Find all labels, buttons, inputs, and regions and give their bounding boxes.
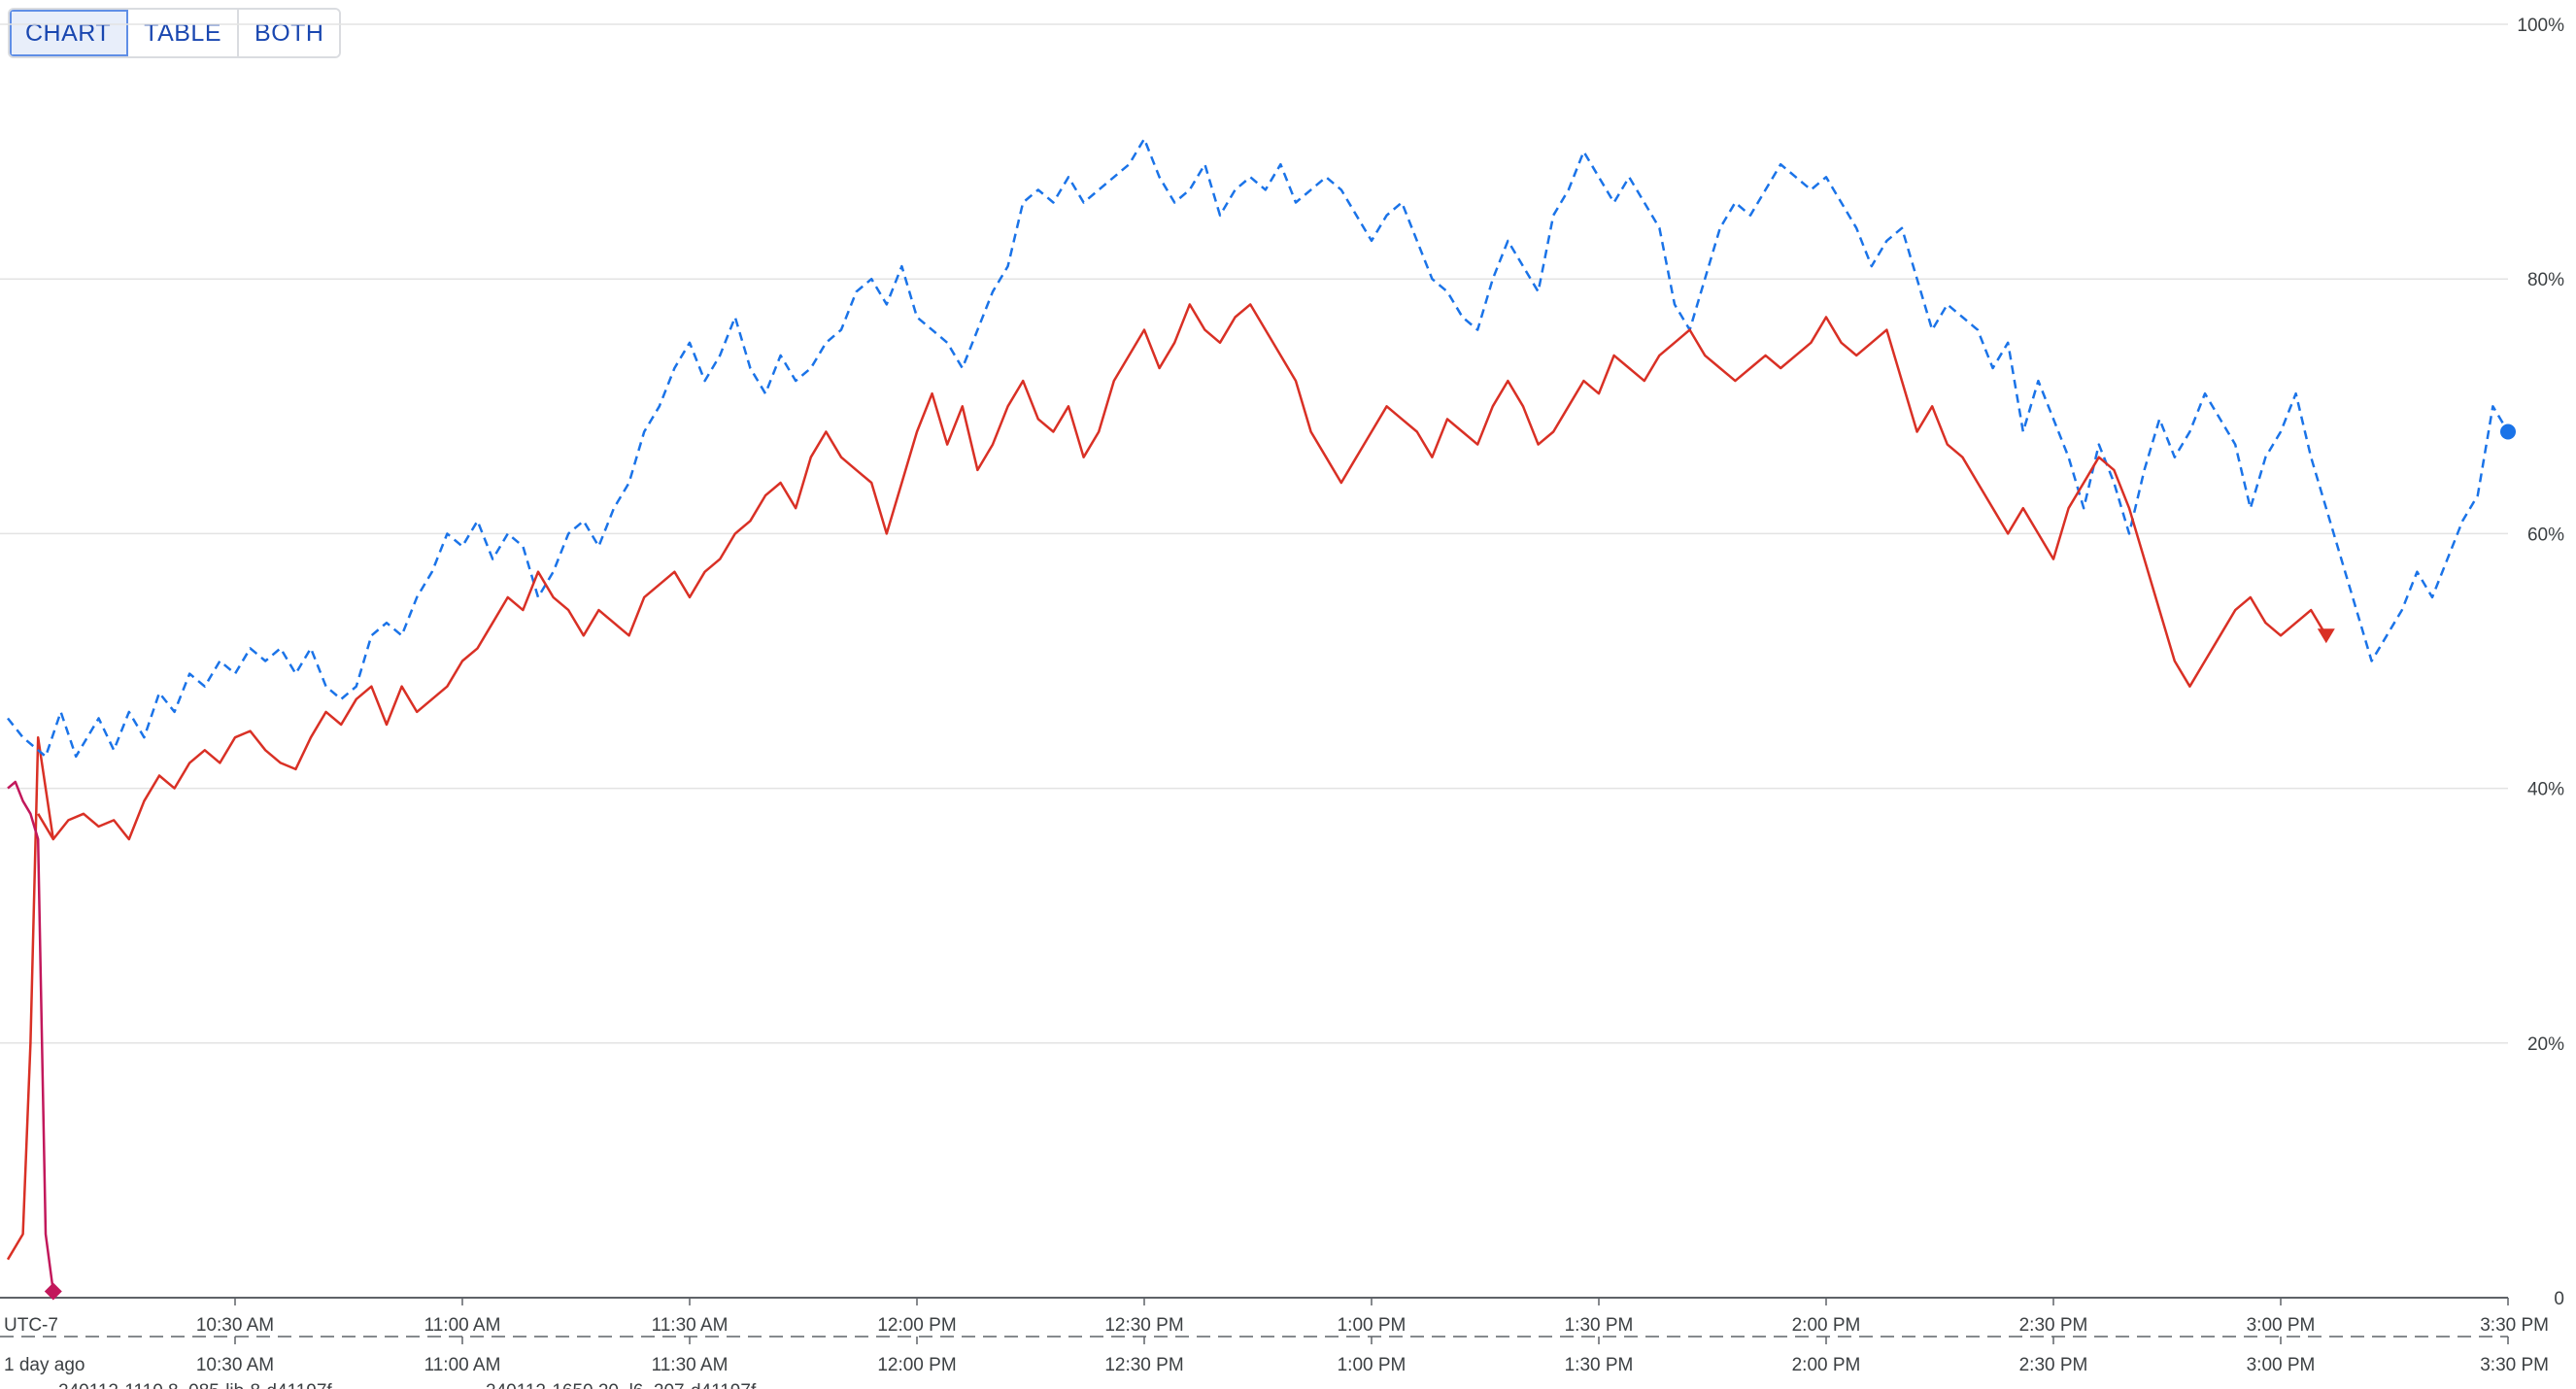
legend-fragments: 240112-1110.8_085-lib-8-d41197f 240112-16… xyxy=(58,1381,757,1389)
x-tick-label: 12:00 PM xyxy=(877,1315,956,1336)
y-tick-label: 100% xyxy=(2517,16,2564,36)
x-tick-label-compare: 11:00 AM xyxy=(424,1355,501,1375)
x-tick-label: 12:30 PM xyxy=(1104,1315,1183,1336)
grid-lines xyxy=(0,23,2508,1299)
x-tick-label-compare: 1:00 PM xyxy=(1338,1355,1407,1375)
x-tick-label: 3:30 PM xyxy=(2480,1315,2549,1336)
series-line-1 xyxy=(7,137,2510,759)
x-tick-label-compare: 12:00 PM xyxy=(877,1355,956,1375)
compare-label: 1 day ago xyxy=(4,1355,85,1375)
x-tick-label: 1:30 PM xyxy=(1565,1315,1634,1336)
y-tick-label: 20% xyxy=(2527,1034,2564,1055)
x-tick-label-compare: 11:30 AM xyxy=(652,1355,729,1375)
series-end-marker xyxy=(2500,423,2516,440)
x-tick-label-compare: 3:30 PM xyxy=(2480,1355,2549,1375)
y-tick-label: 80% xyxy=(2527,270,2564,290)
legend-label: 240112-1110.8_085-lib-8-d41197f xyxy=(58,1381,332,1389)
legend-label: 240112-1650.20_l6_207-d41197f xyxy=(486,1381,757,1389)
timezone-label: UTC-7 xyxy=(4,1315,58,1336)
x-axis: UTC-7 1 day ago 10:30 AM 10:30 AM 11:00 AM 11… xyxy=(0,1298,2549,1375)
x-tick-label: 2:00 PM xyxy=(1792,1315,1861,1336)
y-axis-ticks: 0 20% 40% 60% 80% 100% xyxy=(2517,16,2564,1309)
x-tick-label-compare: 10:30 AM xyxy=(196,1355,274,1375)
y-tick-label: 60% xyxy=(2527,525,2564,545)
compare-series-line xyxy=(6,735,55,1261)
x-tick-label: 10:30 AM xyxy=(196,1315,274,1336)
y-tick-label: 40% xyxy=(2527,780,2564,800)
x-tick-label: 11:00 AM xyxy=(424,1315,501,1336)
x-tick-label-compare: 3:00 PM xyxy=(2247,1355,2316,1375)
x-tick-label-compare: 1:30 PM xyxy=(1565,1355,1634,1375)
series-end-marker xyxy=(44,1282,62,1301)
x-tick-label-compare: 2:30 PM xyxy=(2019,1355,2088,1375)
x-tick-label: 11:30 AM xyxy=(652,1315,729,1336)
x-tick-label: 2:30 PM xyxy=(2019,1315,2088,1336)
chart-view-button[interactable]: CHART xyxy=(10,10,129,56)
series-layer xyxy=(6,137,2516,1301)
x-tick-label-compare: 2:00 PM xyxy=(1792,1355,1861,1375)
series-line-3 xyxy=(7,780,55,1292)
series-line-2 xyxy=(37,303,2327,841)
y-tick-label: 0 xyxy=(2554,1289,2564,1309)
x-tick-label: 1:00 PM xyxy=(1338,1315,1407,1336)
x-tick-label: 3:00 PM xyxy=(2247,1315,2316,1336)
series-end-marker xyxy=(2317,628,2335,644)
x-tick-label-compare: 12:30 PM xyxy=(1104,1355,1183,1375)
